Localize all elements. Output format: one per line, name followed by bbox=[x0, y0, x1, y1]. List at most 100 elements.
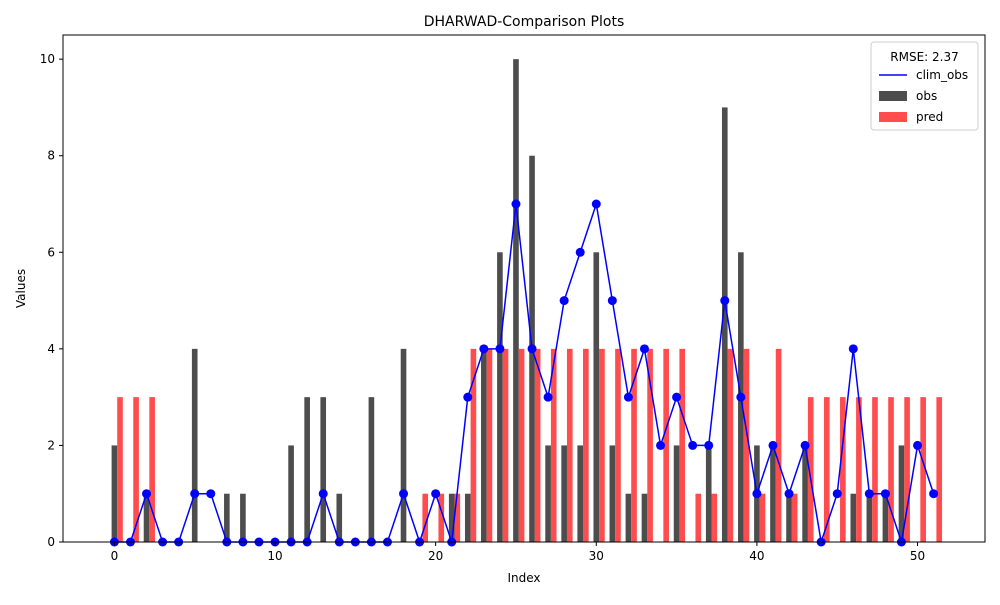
x-tick-label: 10 bbox=[267, 549, 282, 563]
pred-bar bbox=[422, 493, 429, 542]
pred-bar bbox=[438, 493, 445, 542]
obs-bar bbox=[400, 348, 407, 542]
obs-bar bbox=[802, 445, 808, 542]
clim-obs-point bbox=[720, 296, 730, 306]
clim-obs-point bbox=[607, 296, 617, 306]
obs-bar bbox=[561, 445, 567, 542]
pred-bar bbox=[695, 493, 702, 542]
obs-bar bbox=[143, 493, 150, 542]
pred-bar bbox=[502, 348, 509, 542]
clim-obs-point bbox=[704, 440, 714, 450]
pred-bar bbox=[775, 348, 782, 542]
obs-bar bbox=[593, 252, 600, 543]
x-tick-label: 30 bbox=[589, 549, 604, 563]
obs-bar bbox=[850, 493, 857, 542]
pred-bar bbox=[486, 348, 493, 542]
obs-bar bbox=[320, 397, 327, 542]
clim-obs-point bbox=[656, 440, 666, 450]
clim-obs-point bbox=[479, 344, 489, 354]
y-tick-label: 10 bbox=[40, 52, 55, 66]
legend-box bbox=[870, 41, 979, 131]
pred-bar bbox=[615, 348, 621, 542]
y-tick-label: 2 bbox=[47, 438, 55, 452]
clim-obs-point bbox=[511, 199, 521, 209]
clim-obs-point bbox=[543, 392, 553, 402]
pred-bar bbox=[856, 397, 862, 542]
x-tick-label: 0 bbox=[111, 549, 119, 563]
clim-obs-point bbox=[142, 489, 152, 499]
obs-bar bbox=[368, 397, 375, 542]
clim-obs-point bbox=[591, 199, 601, 209]
plot-frame bbox=[62, 34, 986, 543]
obs-bar bbox=[304, 397, 310, 542]
pred-bar bbox=[647, 348, 653, 542]
pred-bar bbox=[872, 397, 878, 542]
obs-bar bbox=[240, 493, 246, 542]
pred-bar bbox=[631, 348, 637, 542]
pred-bar bbox=[791, 493, 798, 542]
clim-obs-point bbox=[463, 392, 473, 402]
obs-bar bbox=[448, 493, 455, 542]
clim-obs-point bbox=[880, 489, 890, 499]
obs-bar bbox=[866, 493, 873, 542]
pred-bar bbox=[550, 348, 557, 542]
pred-bar bbox=[807, 397, 814, 542]
clim-obs-point bbox=[913, 440, 923, 450]
legend: RMSE: 2.37 clim_obs obs pred bbox=[870, 41, 979, 131]
obs-bar bbox=[191, 348, 198, 542]
legend-swatch-obs bbox=[879, 91, 907, 101]
pred-bar bbox=[454, 493, 461, 542]
clim-obs-point bbox=[623, 392, 633, 402]
obs-bar bbox=[111, 445, 118, 542]
y-tick-label: 6 bbox=[47, 245, 55, 259]
legend-label-pred: pred bbox=[916, 110, 943, 124]
pred-bar bbox=[470, 348, 477, 542]
legend-label-clim-obs: clim_obs bbox=[916, 68, 968, 82]
legend-swatch-pred bbox=[879, 112, 907, 122]
clim-obs-point bbox=[736, 392, 746, 402]
clim-obs-point bbox=[206, 489, 216, 499]
y-tick-label: 0 bbox=[47, 535, 55, 549]
obs-bar bbox=[609, 445, 616, 542]
obs-bar bbox=[625, 493, 632, 542]
y-axis-label: Values bbox=[14, 269, 28, 308]
obs-bar bbox=[224, 493, 230, 542]
axes: 0 10 20 30 40 50 0 2 4 6 8 10 bbox=[40, 52, 925, 563]
clim-obs-point bbox=[752, 489, 762, 499]
pred-bar bbox=[679, 348, 686, 542]
y-tick-label: 8 bbox=[47, 149, 55, 163]
pred-bar bbox=[936, 397, 943, 542]
clim-obs-point bbox=[559, 296, 569, 306]
obs-bar bbox=[786, 493, 792, 542]
pred-bar bbox=[920, 397, 926, 542]
obs-bar bbox=[497, 252, 503, 543]
pred-bar bbox=[759, 493, 766, 542]
obs-bar bbox=[898, 445, 905, 542]
obs-bar bbox=[705, 445, 712, 542]
clim-obs-point bbox=[672, 392, 682, 402]
pred-bar bbox=[133, 397, 139, 542]
clim-obs-point bbox=[864, 489, 874, 499]
pred-bar bbox=[743, 348, 750, 542]
clim-obs-point bbox=[784, 489, 794, 499]
clim-obs-point bbox=[575, 247, 585, 257]
clim-obs-point bbox=[688, 440, 698, 450]
pred-bar bbox=[599, 348, 605, 542]
obs-bar bbox=[770, 445, 776, 542]
legend-title: RMSE: 2.37 bbox=[890, 50, 958, 64]
clim-obs-point bbox=[832, 489, 842, 499]
pred-bar bbox=[840, 397, 846, 542]
clim-obs-point bbox=[318, 489, 328, 499]
pred-bar bbox=[534, 348, 541, 542]
pred-bar bbox=[727, 348, 734, 542]
obs-bar bbox=[673, 445, 680, 542]
legend-label-obs: obs bbox=[916, 89, 937, 103]
pred-bar bbox=[823, 397, 830, 542]
clim-obs-point bbox=[639, 344, 649, 354]
obs-bar bbox=[288, 445, 294, 542]
pred-bar bbox=[149, 397, 155, 542]
x-tick-label: 20 bbox=[428, 549, 443, 563]
clim-obs-point bbox=[929, 489, 939, 499]
